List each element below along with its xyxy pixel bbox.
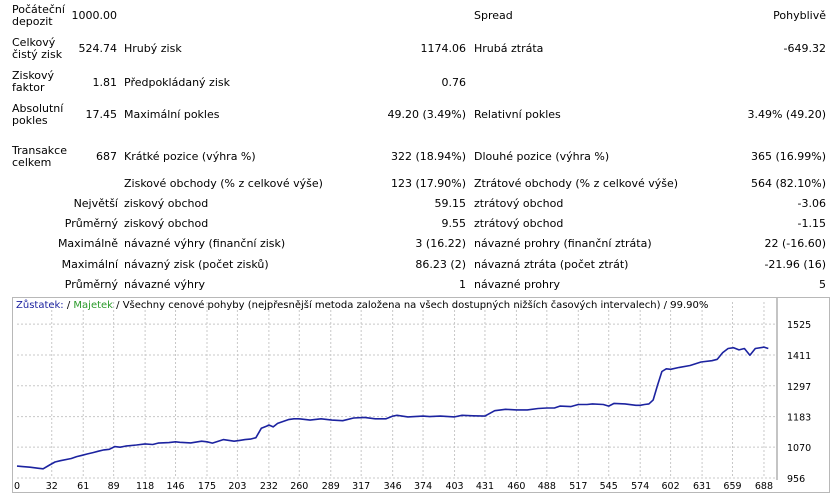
x-tick-label: 431	[476, 481, 494, 492]
x-tick-label: 0	[14, 481, 20, 492]
x-tick-label: 146	[166, 481, 184, 492]
x-tick-label: 232	[260, 481, 278, 492]
avg-consecutive-losses-label: návazné prohry	[474, 278, 560, 291]
balance-chart: 0 32 61 89 118 146 175 203 232 260 289 317 346 374 403…	[12, 297, 830, 493]
max-consecutive-wins-value: 3 (16.22)	[415, 237, 466, 250]
max-consecutive-money-prefix: Maximální	[61, 258, 118, 271]
x-tick-label: 517	[569, 481, 587, 492]
largest-profit-value: 59.15	[434, 197, 467, 210]
x-tick-label: 545	[600, 481, 618, 492]
x-tick-label: 488	[538, 481, 556, 492]
gross-profit-label: Hrubý zisk	[124, 42, 182, 55]
short-positions-value: 322 (18.94%)	[390, 150, 466, 163]
y-tick-label: 1297	[787, 382, 811, 393]
avg-consecutive-wins-label: návazné výhry	[124, 278, 205, 291]
max-drawdown-value: 49.20 (3.49%)	[387, 108, 466, 121]
max-consecutive-prefix: Maximálně	[57, 237, 118, 250]
legend-balance: Zůstatek:	[16, 300, 64, 311]
balance-chart-svg: 0 32 61 89 118 146 175 203 232 260 289 317 346 374 403…	[14, 298, 811, 492]
chart-legend: Zůstatek: / Majetek / Všechny cenové poh…	[16, 300, 708, 311]
total-trades-value: 687	[96, 150, 117, 163]
spread-value: Pohyblivě	[773, 9, 826, 22]
gross-loss-value: -649.32	[783, 42, 826, 55]
average-loss-value: -1.15	[797, 217, 826, 230]
profit-factor-label: Ziskový faktor	[12, 69, 55, 94]
max-consecutive-losses-label: návazné prohry (finanční ztráta)	[474, 237, 652, 250]
x-tick-label: 289	[322, 481, 340, 492]
absolute-drawdown-value: 17.45	[85, 108, 118, 121]
gross-profit-value: 1174.06	[420, 42, 467, 55]
legend-equity: Majetek	[73, 300, 113, 311]
spread-label: Spread	[474, 9, 513, 22]
total-trades-label: Transakce celkem	[12, 144, 67, 169]
x-tick-label: 317	[352, 481, 370, 492]
short-positions-label: Krátké pozice (výhra %)	[124, 150, 256, 163]
relative-drawdown-label: Relativní pokles	[474, 108, 561, 121]
x-tick-label: 460	[507, 481, 525, 492]
largest-loss-label: ztrátový obchod	[474, 197, 564, 210]
relative-drawdown-value: 3.49% (49.20)	[747, 108, 826, 121]
y-tick-label: 1411	[787, 351, 811, 362]
absolute-drawdown-label: Absolutní pokles	[12, 102, 64, 127]
profit-trades-label: Ziskové obchody (% z celkové výše)	[124, 177, 323, 190]
x-tick-label: 631	[693, 481, 711, 492]
avg-consecutive-wins-value: 1	[459, 278, 466, 291]
total-net-profit-label: Celkový čistý zisk	[12, 36, 63, 61]
expected-payoff-label: Předpokládaný zisk	[124, 76, 230, 89]
max-consecutive-losses-value: 22 (-16.60)	[764, 237, 826, 250]
total-net-profit-value: 524.74	[78, 42, 118, 55]
max-drawdown-label: Maximální pokles	[124, 108, 220, 121]
profit-factor-value: 1.81	[92, 76, 118, 89]
x-tick-label: 175	[198, 481, 216, 492]
gross-loss-label: Hrubá ztráta	[474, 42, 544, 55]
x-tick-label: 574	[631, 481, 649, 492]
x-tick-label: 260	[290, 481, 308, 492]
long-positions-label: Dlouhé pozice (výhra %)	[474, 150, 610, 163]
legend-separator: /	[112, 300, 123, 311]
y-tick-label: 956	[787, 474, 805, 485]
legend-model-info: Všechny cenové pohyby (nejpřesnější meto…	[122, 300, 709, 311]
long-positions-value: 365 (16.99%)	[750, 150, 826, 163]
average-loss-label: ztrátový obchod	[474, 217, 564, 230]
largest-profit-label: ziskový obchod	[124, 197, 209, 210]
x-tick-label: 403	[445, 481, 463, 492]
largest-prefix: Největší	[73, 197, 118, 210]
x-tick-label: 61	[77, 481, 89, 492]
avg-consecutive-prefix: Průměrný	[64, 278, 118, 291]
x-tick-label: 203	[228, 481, 246, 492]
max-consecutive-loss-value: -21.96 (16)	[764, 258, 826, 271]
y-tick-label: 1183	[787, 413, 811, 424]
profit-trades-value: 123 (17.90%)	[390, 177, 466, 190]
x-tick-label: 89	[108, 481, 120, 492]
y-tick-label: 1070	[787, 443, 811, 454]
x-tick-label: 32	[46, 481, 58, 492]
loss-trades-label: Ztrátové obchody (% z celkové výše)	[474, 177, 679, 190]
max-consecutive-profit-value: 86.23 (2)	[415, 258, 466, 271]
loss-trades-value: 564 (82.10%)	[750, 177, 826, 190]
max-consecutive-loss-label: návazná ztráta (počet ztrát)	[474, 258, 629, 271]
legend-separator: /	[63, 300, 74, 311]
max-consecutive-wins-label: návazné výhry (finanční zisk)	[124, 237, 286, 250]
x-tick-label: 659	[723, 481, 741, 492]
expected-payoff-value: 0.76	[441, 76, 467, 89]
balance-line	[16, 346, 769, 470]
x-tick-label: 346	[384, 481, 402, 492]
x-tick-label: 118	[136, 481, 154, 492]
max-consecutive-profit-label: návazný zisk (počet zisků)	[124, 258, 269, 271]
average-profit-label: ziskový obchod	[124, 217, 209, 230]
initial-deposit-label: Počáteční depozit	[12, 3, 65, 28]
initial-deposit-value: 1000.00	[71, 9, 118, 22]
x-tick-label: 688	[755, 481, 773, 492]
average-profit-value: 9.55	[441, 217, 467, 230]
y-tick-label: 1525	[787, 320, 811, 331]
average-prefix: Průměrný	[64, 217, 118, 230]
largest-loss-value: -3.06	[797, 197, 826, 210]
avg-consecutive-losses-value: 5	[819, 278, 826, 291]
x-tick-label: 602	[662, 481, 680, 492]
x-tick-label: 374	[414, 481, 432, 492]
